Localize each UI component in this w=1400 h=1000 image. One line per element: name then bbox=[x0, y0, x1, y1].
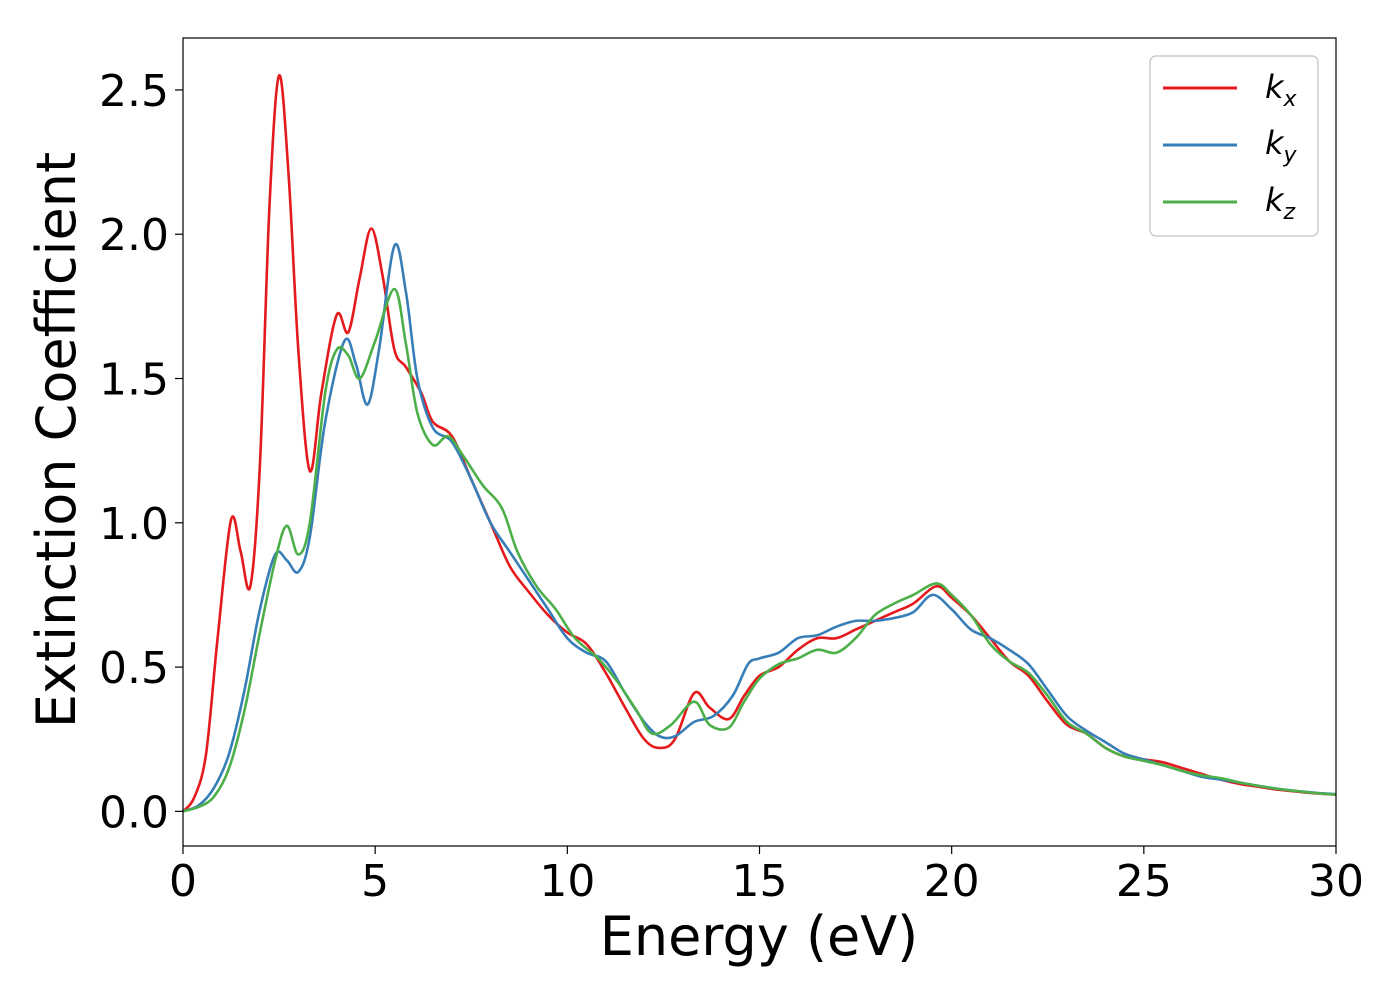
x-tick-label: 20 bbox=[924, 856, 980, 907]
x-axis-label: Energy (eV) bbox=[600, 905, 919, 968]
y-tick-label: 2.5 bbox=[99, 66, 169, 117]
x-tick-label: 30 bbox=[1308, 856, 1364, 907]
x-ticks: 0 5 10 15 20 25 30 bbox=[169, 846, 1364, 907]
series-line-kz bbox=[182, 287, 1337, 813]
plot-area-frame bbox=[182, 37, 1337, 847]
y-tick-label: 2.0 bbox=[99, 210, 169, 261]
x-tick-label: 0 bbox=[169, 856, 197, 907]
y-ticks: 0.0 0.5 1.0 1.5 2.0 2.5 bbox=[99, 66, 183, 838]
legend: kx ky kz bbox=[1149, 55, 1319, 237]
y-tick-label: 0.5 bbox=[99, 643, 169, 694]
series-line-ky bbox=[182, 242, 1337, 813]
y-axis-label: Extinction Coefficient bbox=[25, 152, 88, 728]
x-tick-label: 5 bbox=[361, 856, 389, 907]
x-tick-label: 15 bbox=[732, 856, 788, 907]
y-tick-label: 1.0 bbox=[99, 499, 169, 550]
legend-label-kz: kz bbox=[1265, 181, 1296, 225]
legend-label-kx: kx bbox=[1265, 68, 1298, 112]
x-tick-label: 25 bbox=[1116, 856, 1172, 907]
y-tick-label: 0.0 bbox=[99, 787, 169, 838]
x-tick-label: 10 bbox=[539, 856, 595, 907]
legend-label-ky: ky bbox=[1265, 124, 1298, 168]
series-lines bbox=[181, 74, 1337, 813]
y-tick-label: 1.5 bbox=[99, 355, 169, 406]
